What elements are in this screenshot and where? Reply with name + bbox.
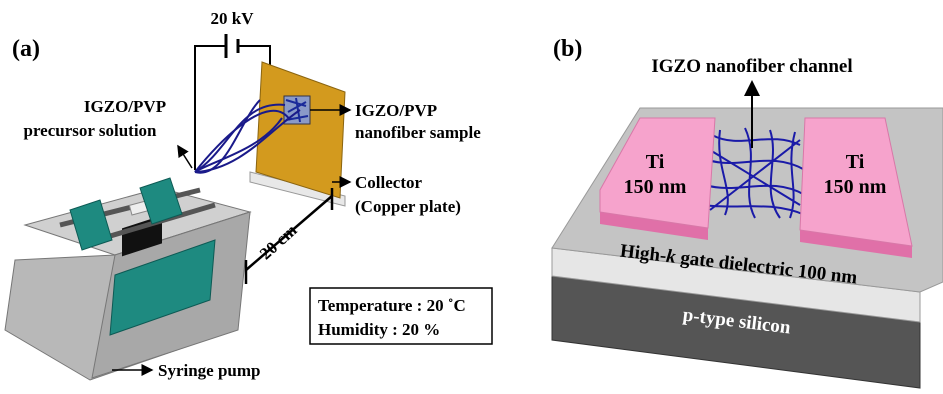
panel-label: (b)	[553, 36, 582, 62]
annotation-line: (Copper plate)	[355, 197, 461, 216]
collector-annotation: Collector (Copper plate)	[332, 173, 461, 216]
condition: Humidity : 20 %	[318, 320, 440, 339]
channel-label: IGZO nanofiber channel	[651, 56, 852, 77]
condition: Temperature : 20 ˚C	[318, 296, 466, 315]
electrode-metal: Ti	[646, 151, 665, 173]
electrode-thickness: 150 nm	[824, 176, 887, 198]
figure: (a) 20 kV IGZO/PVP precursor solution	[0, 0, 943, 394]
distance-label: 20 cm	[256, 220, 301, 263]
annotation-line: IGZO/PVP	[355, 101, 437, 120]
annotation-line: precursor solution	[23, 121, 157, 140]
panel-a: (a) 20 kV IGZO/PVP precursor solution	[5, 9, 492, 380]
precursor-annotation: IGZO/PVP precursor solution	[23, 97, 192, 168]
panel-label: (a)	[12, 36, 40, 62]
electrode-metal: Ti	[846, 151, 865, 173]
panel-b: (b) Ti 150 nm Ti 150 nm IGZO nanofiber c…	[552, 36, 943, 388]
electrode-thickness: 150 nm	[624, 176, 687, 198]
voltage-label: 20 kV	[211, 9, 255, 28]
annotation-line: Collector	[355, 173, 422, 192]
annotation-line: nanofiber sample	[355, 123, 481, 142]
arrow	[178, 146, 192, 168]
syringe-pump	[5, 178, 250, 380]
collector-plate	[250, 62, 345, 206]
pump-label: Syringe pump	[158, 361, 261, 380]
annotation-line: IGZO/PVP	[84, 97, 166, 116]
